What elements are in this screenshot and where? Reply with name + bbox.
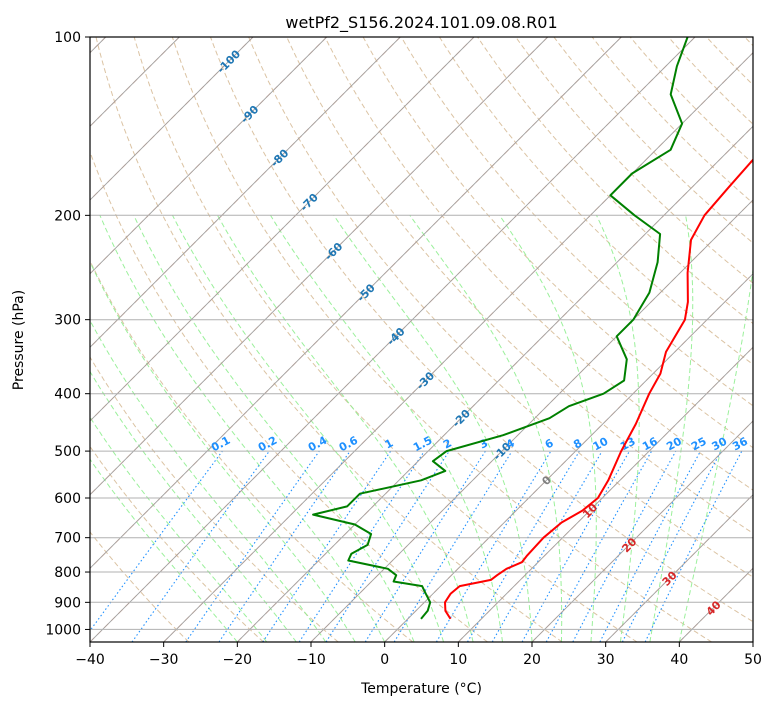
x-axis-label: Temperature (°C) bbox=[360, 681, 482, 697]
skewed-gridline bbox=[90, 37, 549, 496]
skewed-gridline bbox=[90, 37, 696, 642]
moist-adiabat-line bbox=[99, 215, 386, 642]
y-tick-label: 800 bbox=[54, 565, 81, 581]
pressure-gridlines bbox=[90, 37, 753, 630]
mixing-ratio-label: 10 bbox=[591, 435, 611, 454]
skewed-gridline bbox=[236, 125, 753, 642]
mixing-ratio-label: 30 bbox=[710, 435, 730, 454]
mixing-ratio-line bbox=[521, 450, 630, 642]
moist-adiabat-line bbox=[270, 215, 503, 642]
moist-adiabat-line bbox=[172, 215, 445, 642]
x-tick-label: 50 bbox=[744, 652, 762, 668]
dry-adiabat-line bbox=[324, 37, 753, 491]
dry-adiabat-line bbox=[362, 37, 753, 449]
mixing-ratio-line bbox=[545, 450, 653, 642]
dry-adiabat-line bbox=[90, 531, 190, 642]
skewed-gridline bbox=[90, 37, 254, 201]
moist-adiabat-line bbox=[90, 260, 356, 642]
mixing-ratio-line bbox=[325, 450, 450, 642]
skewed-gridline bbox=[384, 273, 753, 642]
x-tick-label: −40 bbox=[75, 652, 105, 668]
x-tick-label: −20 bbox=[223, 652, 253, 668]
moist-adiabat-line bbox=[409, 215, 563, 642]
moist-adiabat-line bbox=[90, 319, 327, 642]
moist-adiabat-line bbox=[678, 265, 753, 642]
skewed-gridline bbox=[457, 346, 753, 642]
moist-adiabat-line bbox=[649, 215, 694, 642]
dry-adiabat-line bbox=[90, 356, 339, 642]
dry-adiabat-line bbox=[553, 37, 753, 244]
mixing-ratio-line bbox=[644, 450, 743, 642]
moist-adiabat-line bbox=[499, 215, 597, 642]
dry-adiabat-line bbox=[400, 37, 753, 407]
y-tick-label: 600 bbox=[54, 491, 81, 507]
x-tick-label: −30 bbox=[149, 652, 179, 668]
x-tick-label: 0 bbox=[380, 652, 389, 668]
moist-adiabats bbox=[90, 215, 753, 642]
x-tick-label: 30 bbox=[597, 652, 615, 668]
profile-lines bbox=[312, 37, 753, 620]
y-tick-label: 1000 bbox=[45, 622, 81, 638]
mixing-ratio-label: 20 bbox=[664, 435, 684, 454]
x-tick-label: −10 bbox=[296, 652, 326, 668]
chart-title: wetPf2_S156.2024.101.09.08.R01 bbox=[285, 13, 557, 33]
y-tick-label: 900 bbox=[54, 595, 81, 611]
skewed-gridline bbox=[90, 37, 401, 348]
plot-frame bbox=[89, 36, 754, 643]
mixing-ratio-label: 36 bbox=[730, 435, 750, 454]
moist-adiabat-line bbox=[90, 458, 238, 642]
dry-adiabat-line bbox=[133, 37, 638, 642]
skewed-gridline bbox=[605, 494, 753, 642]
mixing-ratio-line bbox=[393, 450, 513, 642]
mixing-ratio-line bbox=[572, 450, 677, 642]
dry-adiabat-line bbox=[90, 259, 414, 642]
y-tick-label: 400 bbox=[54, 387, 81, 403]
temperature-line bbox=[444, 158, 753, 620]
dry-adiabat-line bbox=[248, 37, 753, 578]
x-tick-label: 40 bbox=[670, 652, 688, 668]
moist-adiabat-line bbox=[90, 370, 297, 642]
y-tick-label: 100 bbox=[54, 30, 81, 46]
y-tick-label: 700 bbox=[54, 531, 81, 547]
skewed-gridline bbox=[163, 52, 753, 642]
mixing-ratio-label: 25 bbox=[689, 435, 709, 454]
y-tick-label: 300 bbox=[54, 313, 81, 329]
mixing-ratio-line bbox=[298, 450, 425, 642]
dry-adiabat-line bbox=[210, 37, 753, 623]
moist-adiabat-line bbox=[596, 215, 640, 642]
dewpoint-line bbox=[312, 37, 689, 620]
mixing-ratio-line bbox=[218, 450, 351, 642]
mixing-ratio-line bbox=[131, 450, 270, 642]
dry-adiabats bbox=[90, 37, 753, 642]
skewed-gridline bbox=[531, 420, 753, 642]
skewed-gridline bbox=[90, 37, 622, 569]
x-tick-label: 20 bbox=[523, 652, 541, 668]
mixing-ratio-line bbox=[90, 450, 223, 632]
skewed-gridline bbox=[90, 37, 328, 275]
dry-adiabat-line bbox=[629, 37, 753, 165]
moist-adiabat-line bbox=[90, 416, 268, 642]
y-axis: 100 200 300 400 500 600 700 800 900 1000 bbox=[45, 30, 90, 638]
skewed-gridline bbox=[310, 199, 753, 642]
mixing-ratio-label: 16 bbox=[640, 435, 660, 454]
skewed-gridline bbox=[90, 37, 475, 422]
mixing-ratio-line bbox=[185, 450, 320, 642]
y-tick-label: 200 bbox=[54, 208, 81, 224]
skewed-temperature-grid bbox=[90, 37, 753, 642]
y-tick-label: 500 bbox=[54, 444, 81, 460]
y-axis-label: Pressure (hPa) bbox=[11, 290, 27, 390]
x-tick-label: 10 bbox=[449, 652, 467, 668]
dry-adiabat-line bbox=[438, 37, 753, 366]
dry-adiabat-line bbox=[171, 37, 712, 642]
x-axis: −40 −30 −20 −10 0 10 20 30 40 50 bbox=[75, 642, 762, 668]
